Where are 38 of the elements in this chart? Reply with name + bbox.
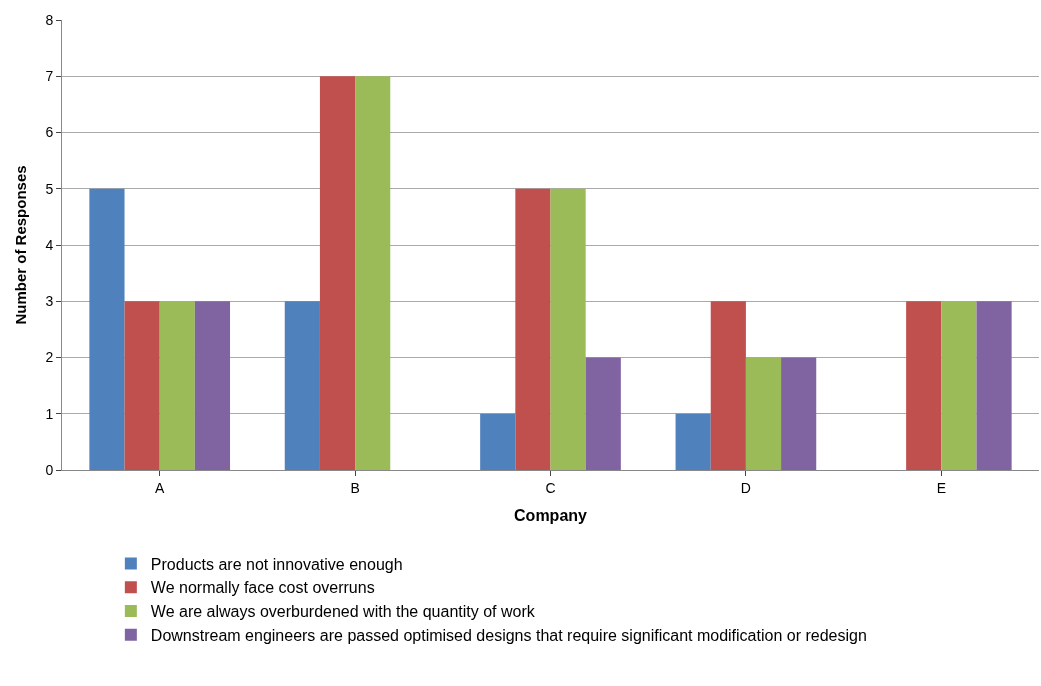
bar xyxy=(355,76,391,470)
y-tick-label: 3 xyxy=(45,293,54,310)
x-tick-label: E xyxy=(936,479,946,496)
x-tick-label: A xyxy=(155,479,166,496)
bar xyxy=(194,301,231,470)
x-axis-title: Company xyxy=(514,507,588,525)
x-tick-label: C xyxy=(545,479,556,496)
y-tick-label: 2 xyxy=(45,349,54,366)
y-tick-label: 4 xyxy=(45,236,54,253)
legend-label: Downstream engineers are passed optimised designs that require significant modification or redesign xyxy=(150,627,867,645)
y-tick-label: 5 xyxy=(45,180,54,197)
legend-label: Products are not innovative enough xyxy=(150,555,403,573)
bar xyxy=(159,301,195,470)
bar xyxy=(675,413,711,470)
legend-label: We are always overburdened with the quantity of work xyxy=(150,603,536,621)
bar xyxy=(745,357,782,470)
bar xyxy=(781,357,817,470)
y-tick-label: 0 xyxy=(45,461,54,478)
bar xyxy=(284,301,320,470)
x-tick-label: D xyxy=(740,479,751,496)
y-tick-label: 1 xyxy=(45,405,54,422)
bar xyxy=(124,301,160,470)
bar xyxy=(585,357,621,470)
bar xyxy=(319,76,356,470)
y-tick-label: 6 xyxy=(45,124,54,141)
bar xyxy=(710,301,746,470)
bar xyxy=(515,188,551,470)
bar xyxy=(941,301,977,470)
legend-label: We normally face cost overruns xyxy=(150,579,375,597)
y-tick-label: 7 xyxy=(45,68,54,85)
bar xyxy=(976,301,1012,470)
bar xyxy=(480,413,516,470)
bar xyxy=(550,188,586,470)
bar xyxy=(89,188,125,470)
bar xyxy=(906,301,942,470)
y-axis-title: Number of Responses xyxy=(11,165,29,325)
y-tick-label: 8 xyxy=(45,11,54,28)
x-tick-label: B xyxy=(350,479,360,496)
